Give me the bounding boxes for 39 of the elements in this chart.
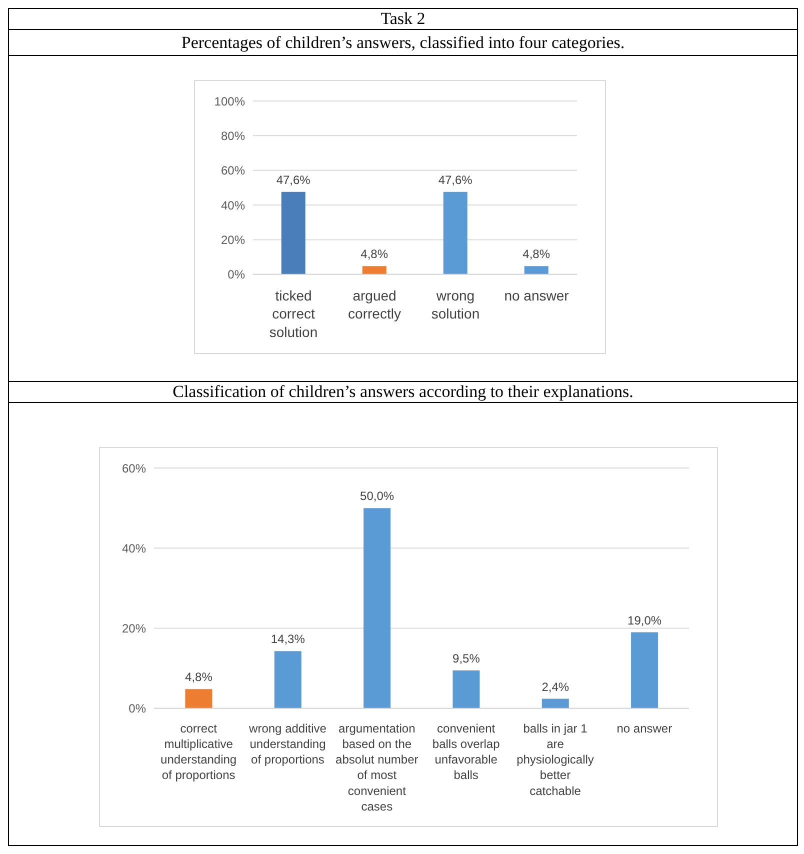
chart-subtitle: Percentages of children’s answers, classified into four categories.: [181, 33, 625, 52]
data-label: 50,0%: [360, 489, 394, 504]
data-label: 2,4%: [542, 680, 570, 694]
y-tick-label: 60%: [220, 164, 246, 178]
bar: [542, 698, 569, 708]
x-tick-label: wrong additive understanding of proportions: [248, 721, 327, 767]
x-tick-label: balls in jar 1 are physiologically better catchable: [516, 721, 594, 798]
bar: [364, 508, 391, 708]
data-label: 4,8%: [522, 247, 550, 262]
y-tick-label: 0%: [228, 268, 246, 282]
y-tick-label: 100%: [214, 94, 246, 108]
data-label: 19,0%: [628, 613, 662, 628]
bar: [631, 632, 658, 708]
x-tick-label: argued correctly: [348, 287, 401, 322]
x-tick-label: convenient balls overlap unfavorable balls: [432, 721, 500, 782]
x-tick-label: wrong solution: [431, 287, 480, 322]
bar: [452, 670, 480, 708]
x-tick-label: correct multiplicative understanding of proportions: [160, 721, 237, 782]
chart-title: Task 2: [380, 9, 426, 28]
x-tick-label: no answer: [504, 287, 570, 304]
y-tick-label: 80%: [220, 128, 246, 143]
y-tick-label: 40%: [122, 541, 146, 556]
x-tick-label: argumentation based on the absolut number of most convenient cases: [336, 721, 418, 814]
bar: [274, 651, 302, 708]
y-tick-label: 20%: [122, 622, 146, 636]
bar: [185, 689, 212, 708]
data-label: 47,6%: [276, 172, 311, 187]
y-tick-label: 0%: [128, 702, 146, 716]
y-tick-label: 40%: [220, 198, 246, 212]
x-tick-label: ticked correct solution: [269, 287, 318, 340]
data-label: 47,6%: [438, 172, 473, 187]
data-label: 9,5%: [452, 651, 480, 666]
data-label: 4,8%: [185, 670, 213, 684]
y-tick-label: 20%: [220, 232, 246, 247]
x-tick-label: no answer: [616, 721, 672, 736]
y-tick-label: 60%: [122, 461, 146, 476]
chart-title: Classification of children’s answers according to their explanations.: [172, 382, 634, 401]
data-label: 4,8%: [360, 247, 388, 262]
data-label: 14,3%: [270, 632, 306, 646]
